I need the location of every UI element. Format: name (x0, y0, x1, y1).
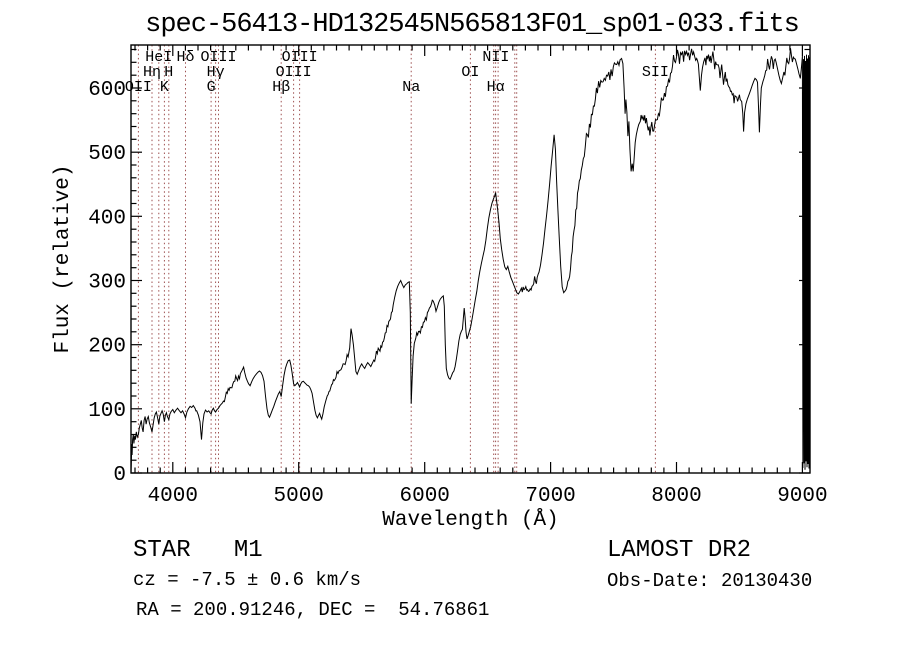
y-tick-label: 400 (88, 207, 126, 230)
spectral-marker-label: Na (402, 79, 420, 96)
y-tick-label: 200 (88, 336, 126, 359)
spectral-marker-label: Hδ (176, 49, 194, 66)
x-axis-label: Wavelength (Å) (382, 509, 558, 532)
spectral-marker-label: OIII (282, 49, 318, 66)
spectral-marker-label: HeI (145, 49, 172, 66)
y-tick-label: 500 (88, 143, 126, 166)
x-tick-label: 9000 (777, 485, 827, 508)
y-tick-label: 300 (88, 272, 126, 295)
spectral-marker-label: OIII (200, 49, 236, 66)
plot-frame (130, 44, 811, 474)
y-tick-label: 0 (113, 464, 126, 487)
x-tick-label: 6000 (399, 485, 449, 508)
spectral-marker-label: SII (642, 64, 669, 81)
obs-date: Obs-Date: 20130430 (607, 570, 813, 592)
spectral-marker-label: OIII (276, 64, 312, 81)
spectral-marker-label: Hγ (207, 64, 225, 81)
y-tick-label: 600 (88, 79, 126, 102)
x-tick-label: 5000 (273, 485, 323, 508)
spectral-marker-label: K (160, 79, 169, 96)
ra-dec-value: RA = 200.91246, DEC = 54.76861 (136, 599, 490, 621)
plot-title: spec-56413-HD132545N565813F01_sp01-033.f… (145, 10, 800, 40)
y-tick-label: 100 (88, 400, 126, 423)
spectral-marker-label: OI (461, 64, 479, 81)
x-tick-label: 7000 (525, 485, 575, 508)
y-axis-label: Flux (relative) (52, 164, 75, 353)
spectral-marker-label: Hβ (272, 79, 290, 96)
survey-label: LAMOST DR2 (607, 537, 752, 564)
spectral-marker-label: Hα (487, 79, 505, 96)
spectral-marker-label: NII (482, 49, 509, 66)
spectrum-path (130, 48, 811, 474)
spectral-marker-label: H (164, 64, 173, 81)
cz-value: cz = -7.5 ± 0.6 km/s (133, 569, 362, 591)
spectral-marker-label: Hη (143, 64, 161, 81)
object-class-label: STAR M1 (133, 537, 263, 564)
x-tick-label: 8000 (651, 485, 701, 508)
spectral-marker-label: G (207, 79, 216, 96)
x-tick-label: 4000 (148, 485, 198, 508)
